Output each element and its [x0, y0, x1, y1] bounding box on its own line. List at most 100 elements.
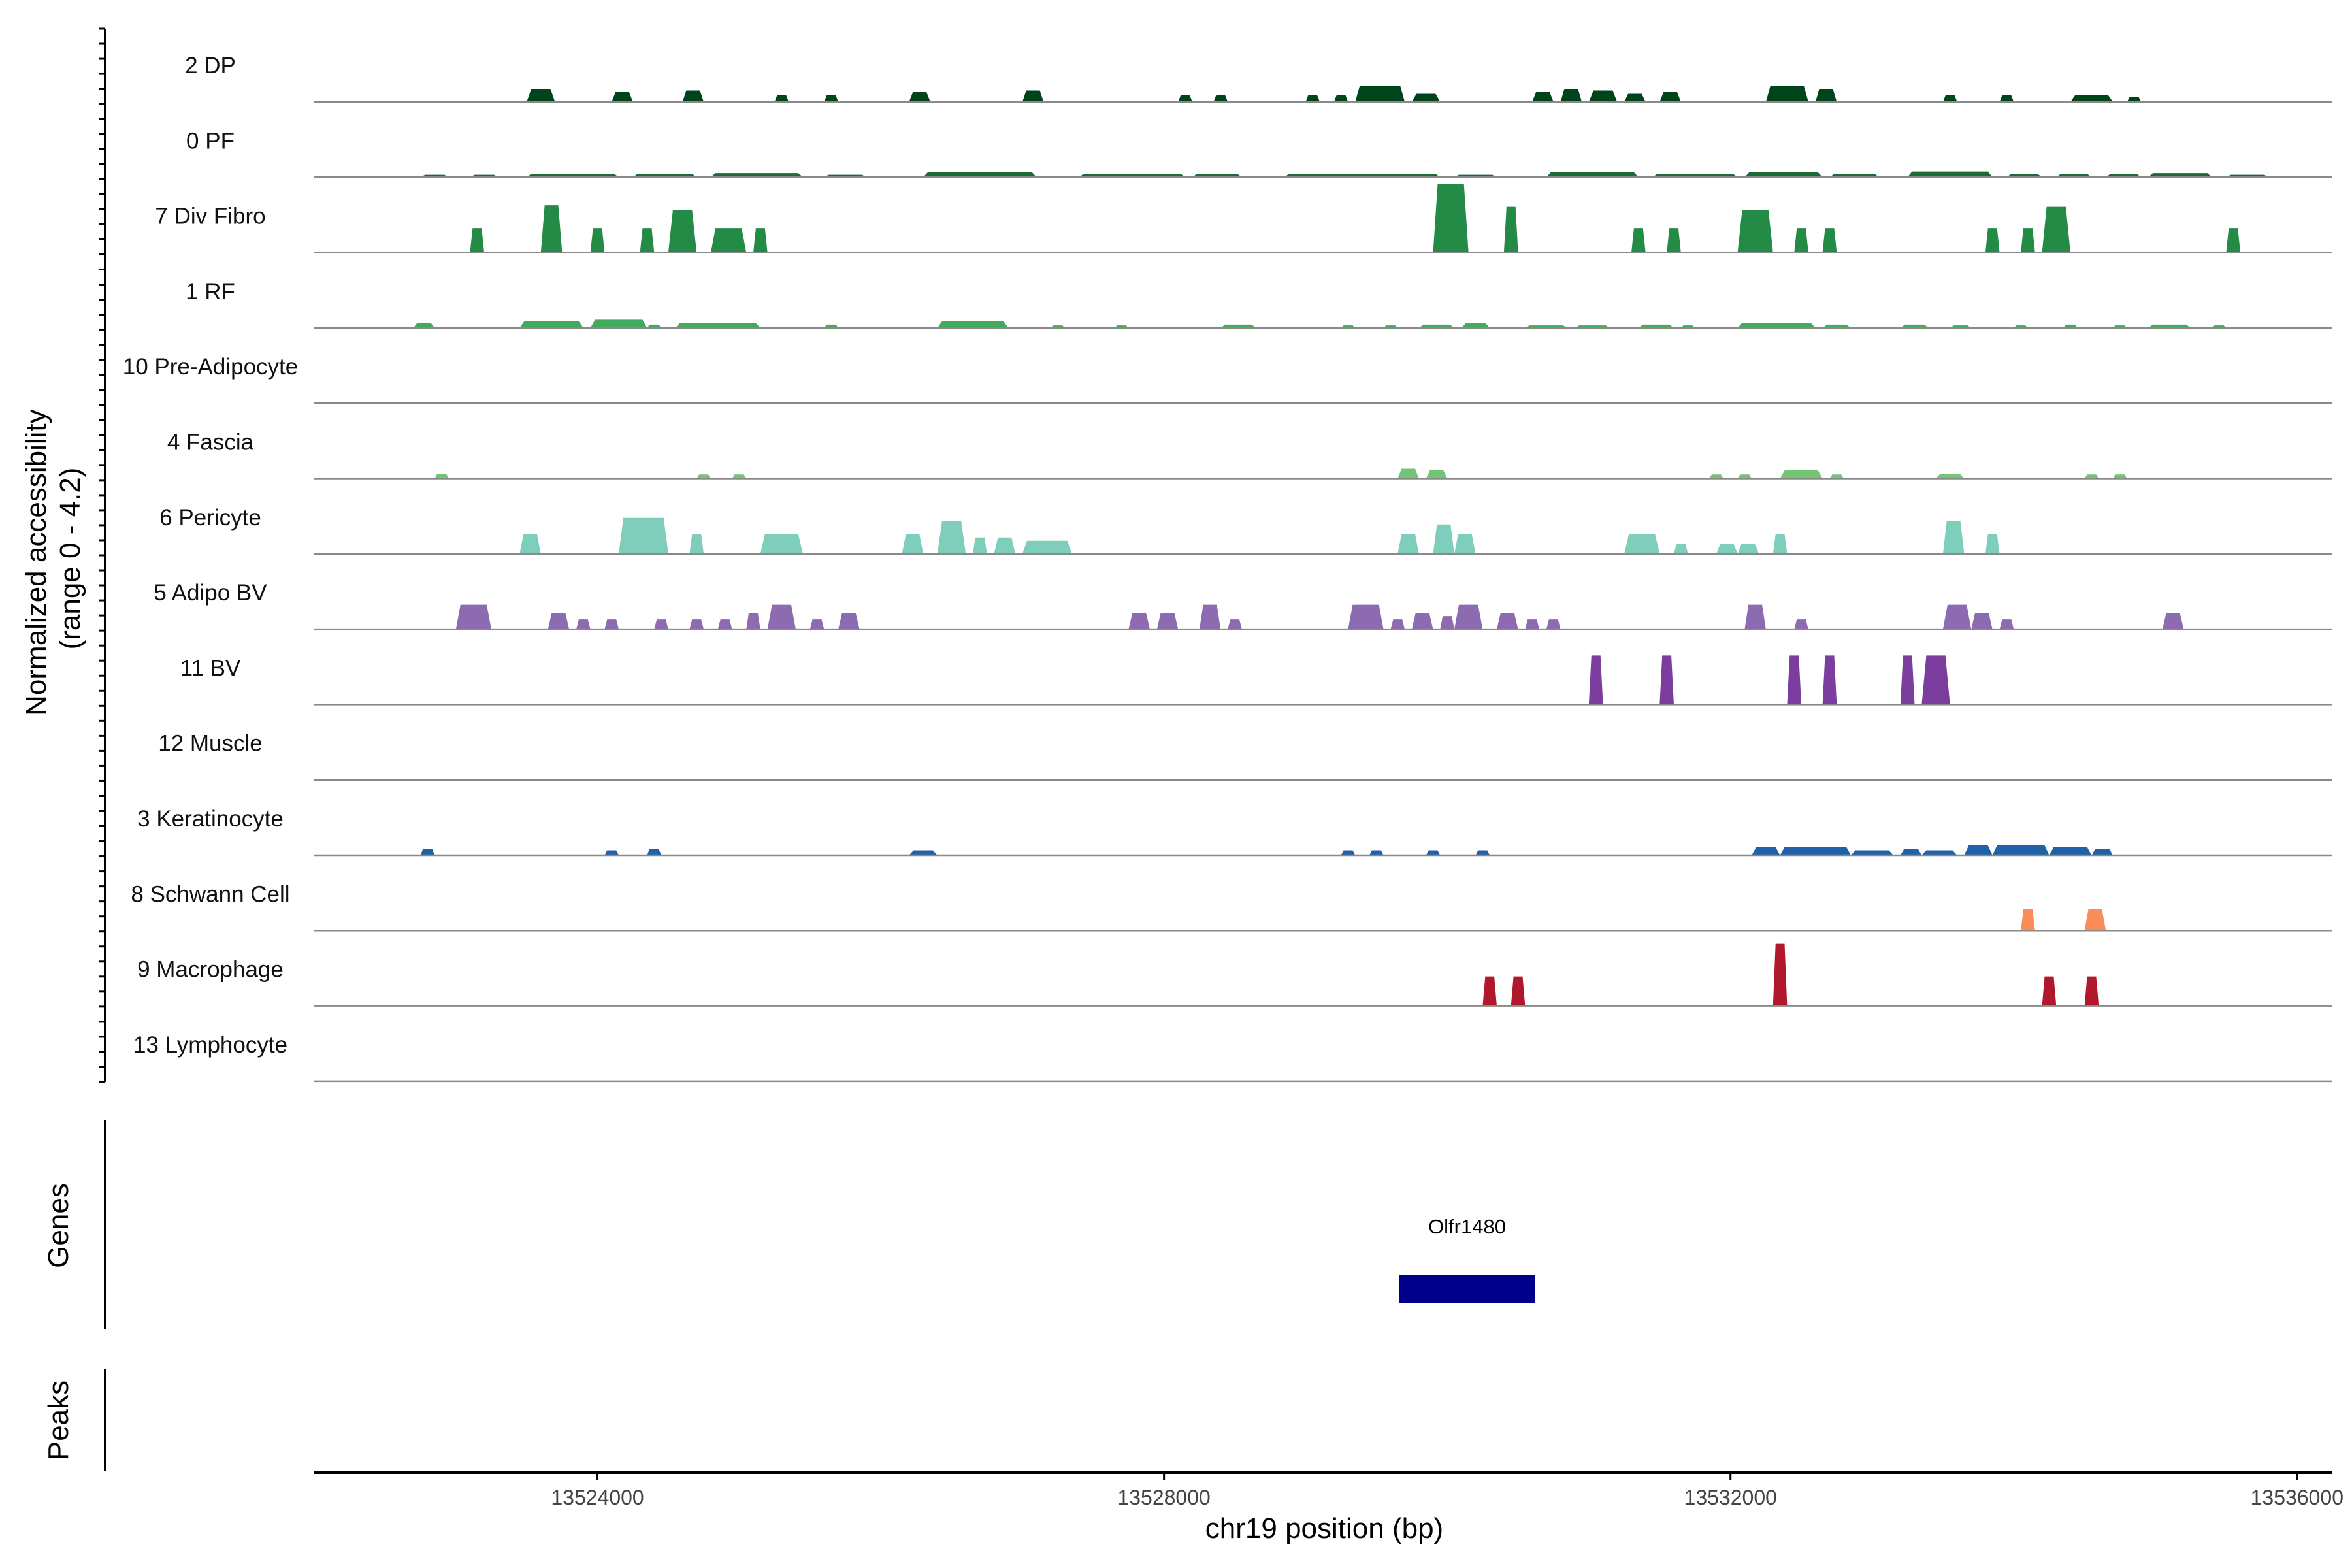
track-peak	[909, 850, 938, 855]
track-peak	[2162, 613, 2184, 630]
track-peak	[1333, 95, 1348, 102]
track-peak	[1942, 604, 1972, 630]
track-peak	[1341, 850, 1356, 855]
x-axis-title: chr19 position (bp)	[1205, 1512, 1443, 1544]
track-2: 0 PF	[186, 128, 2332, 178]
track-peak	[746, 613, 760, 630]
track-peak	[420, 849, 435, 855]
track-peak	[2226, 228, 2241, 253]
genes-panel-label: Genes	[42, 1183, 74, 1268]
track-peak	[1588, 90, 1618, 102]
track-peak	[2084, 474, 2099, 479]
track-label: 0 PF	[186, 128, 235, 154]
track-peak	[767, 604, 796, 630]
track-peak	[1156, 613, 1179, 630]
track-peak	[1588, 655, 1603, 705]
track-peak	[717, 619, 732, 630]
x-tick-label: 13528000	[1117, 1486, 1210, 1509]
track-peak	[1992, 845, 2050, 855]
x-tick-label: 13536000	[2251, 1486, 2344, 1509]
track-peak	[824, 95, 839, 102]
track-peak	[1511, 976, 1526, 1006]
track-1: 2 DP	[185, 53, 2332, 103]
track-peak	[1765, 86, 1808, 102]
track-peak	[1440, 616, 1454, 630]
track-peak	[1433, 524, 1454, 554]
x-axis-ticks: 13524000 13528000 13532000 13536000	[551, 1473, 2344, 1509]
track-label: 9 Macrophage	[137, 957, 284, 983]
track-peak	[973, 537, 987, 554]
track-peak	[1907, 171, 1993, 178]
gene-label: Olfr1480	[1428, 1215, 1506, 1238]
track-peak	[1985, 534, 2000, 554]
track-peak	[434, 474, 449, 479]
track-peak	[413, 323, 435, 328]
track-peak	[711, 228, 747, 253]
x-tick-label: 13532000	[1684, 1486, 1777, 1509]
track-peak	[619, 517, 668, 554]
axes: Normalized accessibility (range 0 - 4.2)…	[20, 27, 2344, 1544]
track-peak	[1794, 228, 1808, 253]
y-axis-title-line-2: (range 0 - 4.2)	[54, 468, 86, 650]
track-peak	[1667, 228, 1681, 253]
track-peak	[1780, 470, 1823, 479]
track-peak	[604, 619, 619, 630]
track-peak	[654, 619, 668, 630]
track-label: 8 Schwann Cell	[131, 881, 289, 907]
coverage-y-axis-title: Normalized accessibility (range 0 - 4.2)	[20, 401, 86, 716]
track-peak	[519, 321, 583, 328]
track-label: 1 RF	[186, 279, 235, 304]
track-peak	[590, 228, 605, 253]
track-peak	[1454, 604, 1483, 630]
track-peak	[1737, 544, 1759, 554]
track-peak	[1213, 95, 1228, 102]
track-peak	[455, 604, 491, 630]
track-3: 7 Div Fibro	[155, 184, 2332, 253]
track-9: 11 BV	[180, 655, 2332, 706]
track-peak	[1900, 849, 1922, 855]
track-peak	[1305, 95, 1320, 102]
track-peak	[668, 210, 697, 253]
track-peak	[675, 323, 760, 328]
track-peak	[1624, 93, 1646, 102]
track-peak	[1631, 228, 1646, 253]
track-peak	[1022, 90, 1044, 102]
track-6: 4 Fascia	[167, 430, 2332, 480]
track-10: 12 Muscle	[158, 731, 2332, 781]
track-peak	[1737, 210, 1773, 253]
track-peak	[1971, 613, 1993, 630]
track-peak	[809, 619, 825, 630]
track-peak	[1780, 847, 1851, 855]
track-label: 10 Pre-Adipocyte	[123, 354, 298, 380]
track-peak	[937, 521, 966, 554]
track-peak	[1228, 619, 1242, 630]
track-peak	[1822, 655, 1837, 705]
track-peak	[2127, 97, 2142, 102]
track-peak	[774, 95, 789, 102]
track-peak	[1921, 655, 1950, 705]
track-peak	[2113, 474, 2127, 479]
track-label: 3 Keratinocyte	[137, 806, 284, 832]
track-peak	[1348, 604, 1384, 630]
track-peak	[753, 228, 768, 253]
track-peak	[1744, 604, 1766, 630]
track-label: 7 Div Fibro	[155, 204, 265, 229]
track-peak	[1199, 604, 1221, 630]
track-peak	[1128, 613, 1150, 630]
track-peak	[760, 534, 803, 554]
track-peak	[547, 613, 570, 630]
track-peak	[1461, 323, 1490, 328]
track-peak	[1659, 655, 1674, 705]
track-peak	[2084, 976, 2099, 1006]
track-peak	[1355, 86, 1405, 102]
track-peak	[590, 319, 647, 328]
track-8: 5 Adipo BV	[154, 580, 2332, 630]
track-peak	[1397, 534, 1419, 554]
track-peak	[1397, 468, 1419, 479]
track-peak	[519, 534, 541, 554]
track-peak	[2021, 228, 2035, 253]
track-peak	[994, 537, 1015, 554]
track-peak	[732, 474, 747, 479]
track-peak	[540, 205, 563, 253]
